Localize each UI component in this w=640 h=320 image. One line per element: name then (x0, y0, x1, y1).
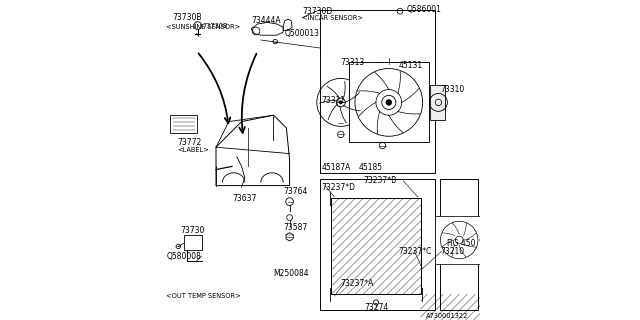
Text: 73730: 73730 (181, 226, 205, 235)
Text: FIG.450: FIG.450 (447, 239, 476, 248)
Circle shape (385, 99, 392, 106)
Bar (320, 10, 435, 173)
Bar (170, 115, 197, 133)
Text: M250084: M250084 (274, 269, 309, 278)
Bar (440, 179, 479, 310)
Text: 73237*D: 73237*D (321, 183, 355, 192)
Text: Q580008: Q580008 (166, 252, 201, 260)
Circle shape (337, 98, 346, 107)
Bar (332, 198, 421, 294)
Text: 73730D: 73730D (302, 7, 333, 16)
Text: 73637: 73637 (232, 194, 257, 203)
Text: 73730B: 73730B (173, 13, 202, 22)
Bar (430, 85, 445, 120)
Bar (349, 62, 429, 142)
Text: <INCAR SENSOR>: <INCAR SENSOR> (302, 15, 364, 20)
Text: A730001322: A730001322 (426, 313, 468, 319)
Text: 73772: 73772 (178, 138, 202, 147)
Text: <OUT TEMP SENSOR>: <OUT TEMP SENSOR> (166, 293, 241, 299)
Text: 73274: 73274 (365, 303, 389, 312)
Text: 45185: 45185 (358, 163, 383, 172)
Text: 45131: 45131 (398, 61, 422, 70)
Text: 73444A: 73444A (251, 16, 281, 25)
Text: 73311: 73311 (322, 96, 346, 105)
Text: 73237*A: 73237*A (340, 279, 374, 288)
Bar (320, 179, 435, 310)
Text: Q500013: Q500013 (285, 29, 320, 38)
Text: 73764: 73764 (283, 188, 308, 196)
Text: <SUNSHINE SENSOR>: <SUNSHINE SENSOR> (166, 24, 241, 30)
Text: 73313: 73313 (340, 58, 365, 67)
Text: Q586001: Q586001 (406, 5, 441, 14)
Text: 73730B: 73730B (202, 23, 228, 28)
Text: 73587: 73587 (283, 223, 307, 232)
Text: 73210: 73210 (440, 247, 464, 256)
Text: 45187A: 45187A (321, 163, 351, 172)
Text: 73310: 73310 (440, 85, 464, 94)
Text: <LABEL>: <LABEL> (178, 147, 209, 153)
Text: 73237*C: 73237*C (398, 247, 432, 256)
Circle shape (381, 95, 396, 109)
Circle shape (339, 100, 343, 104)
Bar (184, 235, 202, 250)
Text: 73237*B: 73237*B (364, 176, 396, 185)
Bar (435, 216, 483, 264)
